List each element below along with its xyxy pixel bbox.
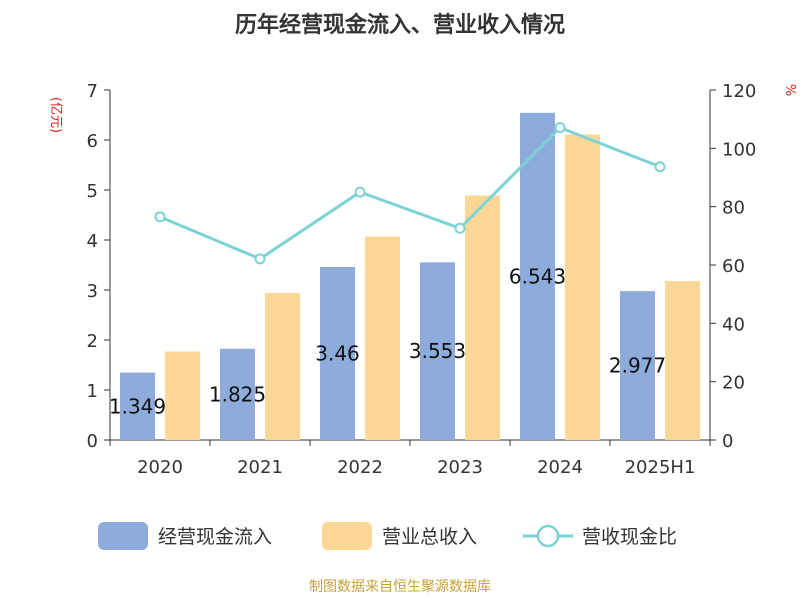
revenue-bar[interactable] xyxy=(265,293,300,440)
cash-inflow-bar[interactable] xyxy=(420,262,455,440)
left-tick-label: 2 xyxy=(87,331,98,352)
cash-inflow-data-label: 1.349 xyxy=(109,394,166,418)
data-labels-group: 1.349 1.825 3.46 3.553 6.543 2.977 xyxy=(109,264,666,418)
ratio-point[interactable] xyxy=(454,222,466,234)
left-tick-label: 6 xyxy=(87,131,98,152)
cash-inflow-data-label: 3.553 xyxy=(409,339,466,363)
legend-label-revenue: 营业总收入 xyxy=(382,526,477,548)
legend-item-revenue[interactable]: 营业总收入 xyxy=(322,522,477,550)
x-tick-label: 2024 xyxy=(537,457,583,478)
left-axis-unit: (亿元) xyxy=(48,97,63,133)
chart-title: 历年经营现金流入、营业收入情况 xyxy=(235,12,565,38)
bars-group xyxy=(120,112,700,441)
cash-inflow-data-label: 6.543 xyxy=(509,264,566,288)
left-tick-label: 5 xyxy=(87,181,98,202)
x-tick-label: 2025H1 xyxy=(625,457,696,478)
left-tick-label: 0 xyxy=(87,431,98,452)
left-tick-label: 1 xyxy=(87,381,98,402)
right-tick-label: 120 xyxy=(722,81,756,102)
right-tick-label: 80 xyxy=(722,198,745,219)
legend-label-ratio: 营收现金比 xyxy=(582,526,677,548)
revenue-bar[interactable] xyxy=(665,281,700,440)
left-tick-label: 7 xyxy=(87,81,98,102)
x-tick-label: 2023 xyxy=(437,457,483,478)
legend-marker-ratio xyxy=(536,524,560,548)
ratio-line-group xyxy=(154,122,666,265)
cash-inflow-bar[interactable] xyxy=(520,112,555,440)
legend-swatch-cash-inflow xyxy=(98,522,148,550)
legend-label-cash-inflow: 经营现金流入 xyxy=(158,526,272,548)
legend-item-ratio[interactable]: 营收现金比 xyxy=(523,524,677,548)
ratio-point[interactable] xyxy=(154,211,166,223)
left-tick-label: 3 xyxy=(87,281,98,302)
right-tick-label: 0 xyxy=(722,431,733,452)
revenue-bar[interactable] xyxy=(565,134,600,441)
cash-inflow-bar[interactable] xyxy=(120,372,155,440)
cash-inflow-data-label: 2.977 xyxy=(609,354,666,378)
legend: 经营现金流入 营业总收入 营收现金比 xyxy=(98,522,677,550)
left-tick-label: 4 xyxy=(87,231,98,252)
ratio-point[interactable] xyxy=(354,186,366,198)
right-tick-label: 60 xyxy=(722,256,745,277)
ratio-point[interactable] xyxy=(654,161,666,173)
ratio-line xyxy=(159,125,661,261)
legend-item-cash-inflow[interactable]: 经营现金流入 xyxy=(98,522,272,550)
right-tick-label: 40 xyxy=(722,314,745,335)
x-tick-label: 2020 xyxy=(137,457,183,478)
cash-inflow-data-label: 3.46 xyxy=(315,342,360,366)
left-axis-ticks: 0 1 2 3 4 5 6 7 xyxy=(87,81,110,452)
ratio-point[interactable] xyxy=(254,253,266,265)
ratio-point[interactable] xyxy=(554,122,566,134)
right-tick-label: 100 xyxy=(722,139,756,160)
cash-inflow-bar[interactable] xyxy=(220,348,255,440)
right-axis-unit: % xyxy=(782,84,797,96)
legend-swatch-revenue xyxy=(322,522,372,550)
source-note: 制图数据来自恒生聚源数据库 xyxy=(309,579,491,595)
x-tick-label: 2022 xyxy=(337,457,383,478)
x-tick-label: 2021 xyxy=(237,457,283,478)
revenue-bar[interactable] xyxy=(365,236,400,441)
right-axis-ticks: 0 20 40 60 80 100 120 xyxy=(710,81,756,452)
revenue-bar[interactable] xyxy=(465,195,500,441)
cash-inflow-bar[interactable] xyxy=(320,267,355,440)
revenue-bar[interactable] xyxy=(165,351,200,441)
x-axis-ticks: 2020 2021 2022 2023 2024 2025H1 xyxy=(109,440,711,478)
right-tick-label: 20 xyxy=(722,373,745,394)
cash-inflow-data-label: 1.825 xyxy=(209,382,266,406)
cash-inflow-bar[interactable] xyxy=(620,291,655,440)
